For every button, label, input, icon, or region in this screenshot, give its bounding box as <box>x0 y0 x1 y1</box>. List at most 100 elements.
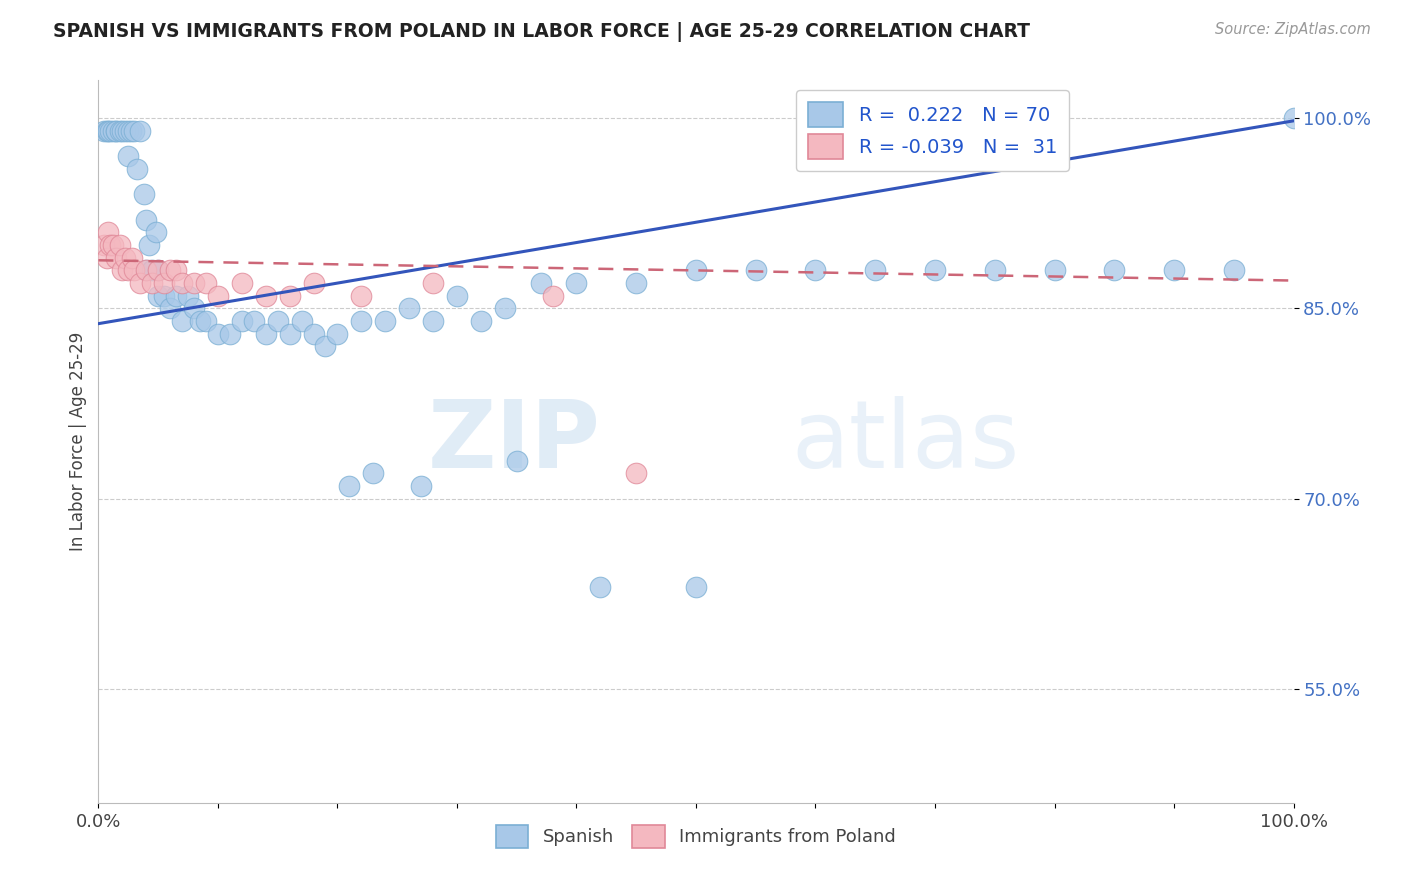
Text: ZIP: ZIP <box>427 395 600 488</box>
Point <box>117 124 139 138</box>
Point <box>278 326 301 341</box>
Point <box>530 276 553 290</box>
Point <box>101 124 124 138</box>
Point <box>101 238 124 252</box>
Point <box>207 326 229 341</box>
Point <box>135 212 157 227</box>
Point <box>177 289 200 303</box>
Point <box>626 467 648 481</box>
Text: atlas: atlas <box>792 395 1019 488</box>
Point <box>165 263 187 277</box>
Point <box>865 263 887 277</box>
Point <box>141 263 163 277</box>
Y-axis label: In Labor Force | Age 25-29: In Labor Force | Age 25-29 <box>69 332 87 551</box>
Point <box>138 238 160 252</box>
Point <box>350 314 373 328</box>
Legend: Spanish, Immigrants from Poland: Spanish, Immigrants from Poland <box>489 818 903 855</box>
Point <box>105 251 128 265</box>
Point <box>183 276 205 290</box>
Point <box>589 580 612 594</box>
Point <box>148 263 170 277</box>
Point <box>326 326 349 341</box>
Point <box>924 263 946 277</box>
Point <box>422 314 444 328</box>
Point <box>984 263 1007 277</box>
Point <box>159 263 181 277</box>
Point <box>195 276 218 290</box>
Point <box>153 276 176 290</box>
Point <box>124 263 146 277</box>
Point <box>121 251 143 265</box>
Point <box>120 124 142 138</box>
Point <box>172 276 194 290</box>
Point <box>363 467 385 481</box>
Point <box>1163 263 1185 277</box>
Point <box>141 276 163 290</box>
Point <box>1223 263 1246 277</box>
Point <box>254 289 277 303</box>
Point <box>231 276 253 290</box>
Point <box>114 124 136 138</box>
Point <box>685 263 707 277</box>
Point <box>129 124 152 138</box>
Point <box>132 187 155 202</box>
Point <box>129 276 152 290</box>
Point <box>302 326 325 341</box>
Point <box>1282 112 1305 126</box>
Point <box>207 289 229 303</box>
Point <box>183 301 205 316</box>
Point <box>148 263 170 277</box>
Point <box>93 124 115 138</box>
Point <box>111 124 134 138</box>
Point <box>1043 263 1066 277</box>
Point <box>98 238 122 252</box>
Point <box>96 251 118 265</box>
Point <box>494 301 516 316</box>
Point <box>315 339 337 353</box>
Point <box>135 263 157 277</box>
Point <box>105 124 128 138</box>
Point <box>685 580 707 594</box>
Point <box>745 263 768 277</box>
Point <box>172 314 194 328</box>
Point <box>804 263 827 277</box>
Point <box>148 289 170 303</box>
Text: SPANISH VS IMMIGRANTS FROM POLAND IN LABOR FORCE | AGE 25-29 CORRELATION CHART: SPANISH VS IMMIGRANTS FROM POLAND IN LAB… <box>53 22 1031 42</box>
Point <box>135 263 157 277</box>
Point <box>302 276 325 290</box>
Point <box>153 289 176 303</box>
Point <box>96 124 118 138</box>
Point <box>105 124 128 138</box>
Point <box>145 226 167 240</box>
Point <box>541 289 564 303</box>
Point <box>219 326 242 341</box>
Point <box>350 289 373 303</box>
Point <box>231 314 253 328</box>
Point <box>291 314 314 328</box>
Point <box>243 314 266 328</box>
Point <box>626 276 648 290</box>
Point <box>97 124 120 138</box>
Point <box>114 251 136 265</box>
Point <box>470 314 492 328</box>
Point <box>93 238 115 252</box>
Point <box>374 314 396 328</box>
Point <box>565 276 588 290</box>
Point <box>111 263 134 277</box>
Point <box>125 161 148 176</box>
Point <box>124 124 146 138</box>
Point <box>411 479 433 493</box>
Point <box>267 314 290 328</box>
Point <box>195 314 218 328</box>
Point <box>339 479 361 493</box>
Point <box>98 124 122 138</box>
Point <box>108 124 131 138</box>
Point <box>1104 263 1126 277</box>
Point <box>188 314 211 328</box>
Point <box>278 289 301 303</box>
Point <box>254 326 277 341</box>
Point <box>159 301 181 316</box>
Point <box>398 301 420 316</box>
Point <box>446 289 468 303</box>
Point <box>117 263 139 277</box>
